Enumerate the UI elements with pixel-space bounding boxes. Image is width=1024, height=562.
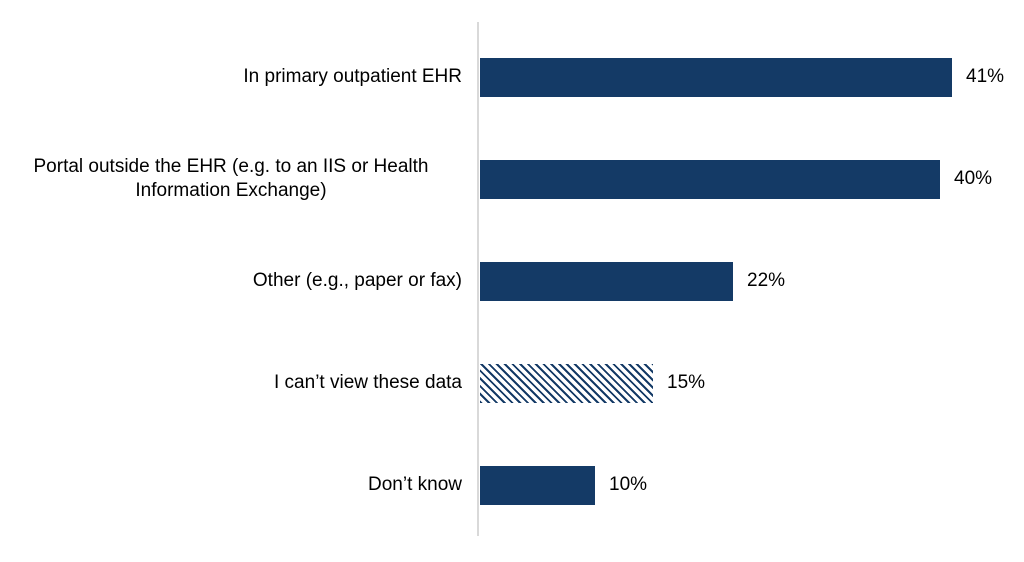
value-label: 41% bbox=[966, 66, 1005, 87]
chart-row: In primary outpatient EHR 41% bbox=[0, 26, 1024, 128]
bar-hatched bbox=[480, 363, 653, 403]
value-label: 22% bbox=[747, 270, 786, 291]
category-label: Portal outside the EHR (e.g. to an IIS o… bbox=[33, 156, 429, 201]
value-label: 15% bbox=[667, 372, 706, 393]
bar-solid bbox=[480, 159, 940, 199]
chart-rows: In primary outpatient EHR 41% Portal outsi… bbox=[0, 26, 1024, 536]
chart-row: I can’t view these data 15% bbox=[0, 332, 1024, 434]
category-label: I can’t view these data bbox=[274, 372, 462, 394]
chart-row: Other (e.g., paper or fax) 22% bbox=[0, 230, 1024, 332]
y-axis-line bbox=[477, 22, 479, 536]
bar-solid bbox=[480, 261, 733, 301]
bar-solid bbox=[480, 465, 595, 505]
chart-row: Don’t know 10% bbox=[0, 434, 1024, 536]
category-label: Don’t know bbox=[368, 474, 462, 496]
value-label: 40% bbox=[954, 168, 993, 189]
chart-row: Portal outside the EHR (e.g. to an IIS o… bbox=[0, 128, 1024, 230]
category-label: Other (e.g., paper or fax) bbox=[252, 270, 462, 292]
category-label: In primary outpatient EHR bbox=[243, 66, 462, 88]
bar-solid bbox=[480, 57, 952, 97]
value-label: 10% bbox=[609, 474, 648, 495]
